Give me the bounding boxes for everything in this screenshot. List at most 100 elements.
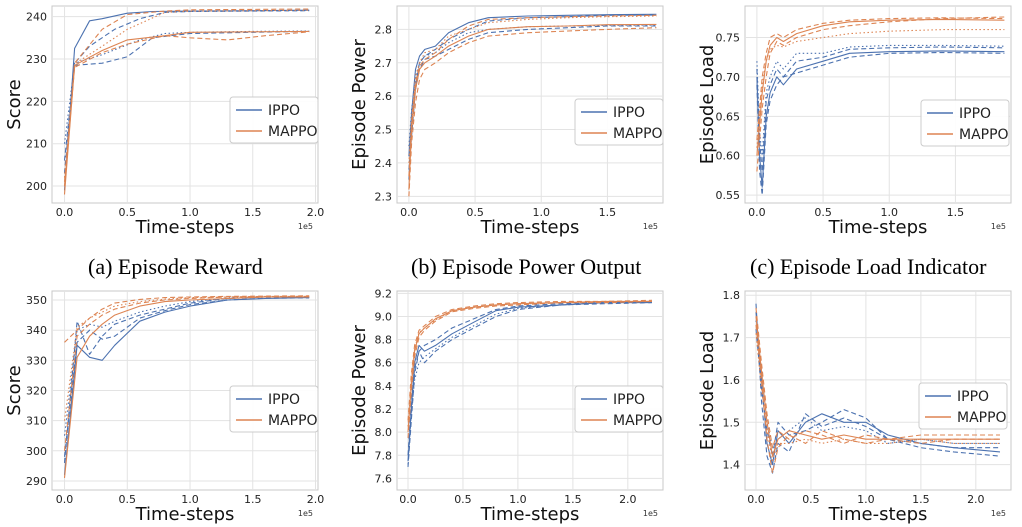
x-axis-label: Time-steps [135, 217, 235, 238]
y-tick-label: 340 [26, 324, 47, 337]
series-ippo-run-2 [755, 303, 1001, 474]
x-tick-label: 1.0 [880, 206, 898, 219]
series-ippo-run-4 [756, 44, 1005, 157]
legend: IPPO MAPPO [229, 385, 319, 433]
y-tick-label: 0.60 [716, 150, 741, 163]
y-axis-label: Episode Power [349, 324, 370, 455]
series-mappo-run-1 [63, 30, 310, 195]
x-scale-label: 1e5 [643, 222, 658, 231]
y-tick-label: 2.4 [375, 157, 393, 170]
y-tick-label: 1.7 [723, 332, 741, 345]
y-axis-label: Score [4, 365, 25, 415]
x-tick-label: 1.0 [857, 493, 875, 506]
legend: IPPO MAPPO [574, 98, 664, 146]
series-mappo-run-1 [63, 296, 310, 478]
caption-c: (c) Episode Load Indicator [750, 254, 987, 279]
x-tick-label: 0.5 [119, 493, 137, 506]
x-tick-label: 0.5 [454, 493, 472, 506]
chart-1: 0.0 0.5 1.0 1.5 2.0 200 210 220 230 240 Time-steps… [4, 5, 325, 238]
x-axis-label: Time-steps [828, 217, 928, 238]
series-mappo-run-3 [755, 307, 1000, 449]
series-mappo-run-1 [408, 23, 657, 190]
y-tick-label: 0.55 [716, 189, 741, 202]
y-tick-label: 310 [26, 415, 47, 428]
y-tick-label: 2.3 [375, 190, 393, 203]
y-tick-label: 7.6 [375, 472, 393, 485]
x-tick-label: 0.5 [802, 493, 820, 506]
y-axis-label: Episode Load [697, 331, 718, 451]
x-tick-label: 1.5 [947, 206, 965, 219]
x-tick-label: 1.5 [244, 493, 262, 506]
series-mappo-run-2 [407, 299, 653, 421]
x-tick-label: 0.0 [748, 206, 766, 219]
x-tick-label: 1.0 [509, 493, 527, 506]
chart-2: 0.0 0.5 1.0 1.5 2.3 2.4 2.5 2.6 2.7 2.8 Time-steps… [349, 5, 664, 238]
series-ippo-run-2 [408, 14, 657, 180]
x-tick-label: 2.0 [307, 206, 325, 219]
x-scale-label: 1e5 [991, 222, 1006, 231]
x-tick-label: 0.5 [119, 206, 137, 219]
y-tick-label: 1.8 [723, 289, 741, 302]
x-tick-label: 1.0 [181, 206, 199, 219]
series-mappo-run-3 [407, 300, 653, 438]
x-tick-label: 1.5 [599, 206, 617, 219]
legend-label-mappo: MAPPO [613, 126, 663, 142]
legend: IPPO MAPPO [918, 382, 1008, 430]
chart-3: 0.0 0.5 1.0 1.5 0.55 0.60 0.65 0.70 0.75 Time-ste… [697, 5, 1012, 238]
x-scale-label: 1e5 [298, 509, 313, 518]
legend: IPPO MAPPO [920, 99, 1010, 147]
x-tick-label: 2.0 [967, 493, 985, 506]
series-mappo-run-2 [408, 27, 657, 197]
legend-label-mappo: MAPPO [957, 410, 1007, 426]
x-tick-label: 0.0 [747, 493, 765, 506]
x-tick-label: 2.0 [307, 493, 325, 506]
y-tick-label: 1.4 [723, 459, 741, 472]
y-tick-label: 8.2 [375, 403, 393, 416]
y-tick-label: 2.5 [375, 124, 393, 137]
series-ippo-run-3 [407, 300, 653, 456]
series-group [63, 8, 310, 195]
y-tick-label: 200 [26, 180, 47, 193]
y-tick-label: 8.4 [375, 380, 393, 393]
y-tick-label: 290 [26, 475, 47, 488]
caption-b: (b) Episode Power Output [411, 254, 642, 279]
y-tick-label: 1.5 [723, 416, 741, 429]
series-mappo-run-3 [756, 17, 1005, 141]
x-tick-label: 1.5 [912, 493, 930, 506]
legend-label-ippo: IPPO [957, 389, 989, 405]
chart-4: 0.0 0.5 1.0 1.5 2.0 290 300 310 320 330 340 350 Time… [4, 290, 325, 525]
y-tick-label: 9.2 [375, 287, 393, 300]
y-tick-label: 230 [26, 53, 47, 66]
x-tick-label: 2.0 [619, 493, 637, 506]
x-tick-label: 0.5 [814, 206, 832, 219]
y-tick-label: 2.6 [375, 90, 393, 103]
chart-5: 0.0 0.5 1.0 1.5 2.0 7.6 7.8 8.0 8.2 8.4 8.6 8.8 9.0 9… [349, 287, 664, 525]
chart-6: 0.0 0.5 1.0 1.5 2.0 1.4 1.5 1.6 1.7 1.8 Time-steps… [697, 289, 1012, 525]
y-tick-label: 210 [26, 138, 47, 151]
y-tick-label: 240 [26, 11, 47, 24]
y-tick-label: 1.6 [723, 374, 741, 387]
y-axis-label: Episode Power [349, 38, 370, 169]
y-tick-label: 7.8 [375, 449, 393, 462]
series-mappo-run-4 [407, 300, 652, 427]
series-mappo-run-4 [63, 295, 310, 421]
y-tick-label: 8.0 [375, 426, 393, 439]
x-tick-label: 0.5 [466, 206, 484, 219]
series-ippo-run-1 [63, 297, 310, 475]
x-axis-label: Time-steps [135, 504, 235, 525]
x-scale-label: 1e5 [298, 222, 313, 231]
series-ippo-run-1 [756, 50, 1005, 188]
series-mappo-run-2 [755, 324, 1000, 474]
x-axis-label: Time-steps [480, 504, 580, 525]
series-mappo-run-3 [408, 14, 657, 177]
y-tick-label: 300 [26, 445, 47, 458]
legend-label-mappo: MAPPO [959, 127, 1009, 143]
series-ippo-run-1 [408, 13, 657, 157]
x-scale-label: 1e5 [643, 509, 658, 518]
series-group [408, 13, 657, 197]
series-ippo-run-4 [407, 302, 652, 465]
x-tick-label: 1.0 [181, 493, 199, 506]
x-tick-label: 0.0 [400, 206, 418, 219]
legend-label-ippo: IPPO [613, 105, 645, 121]
